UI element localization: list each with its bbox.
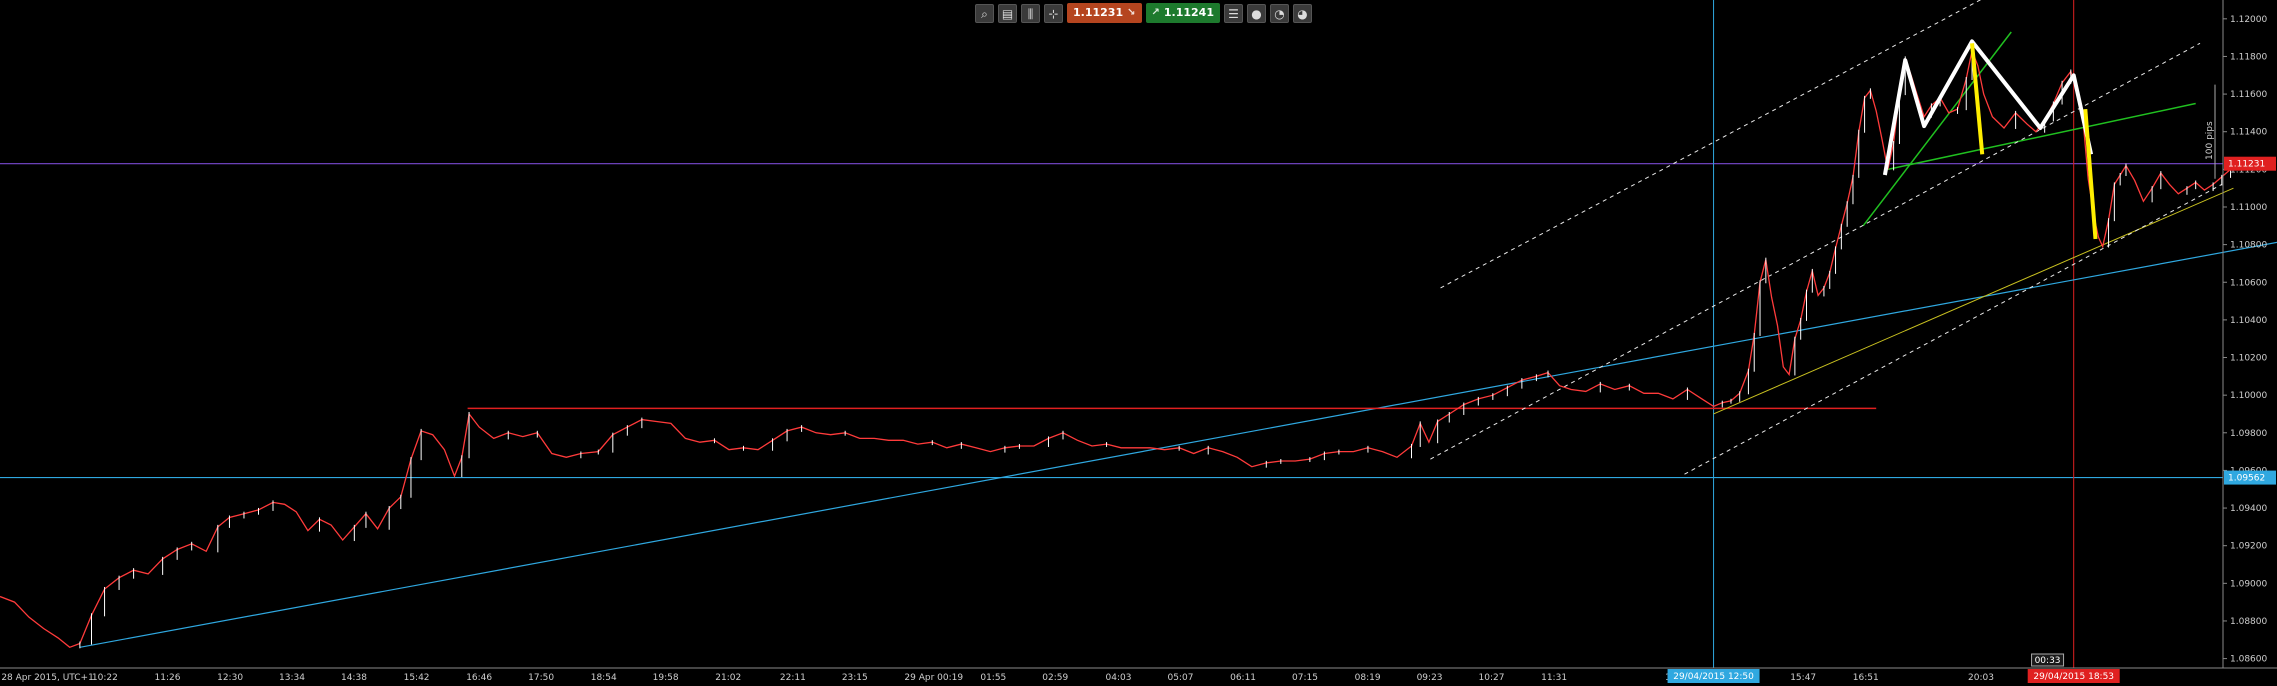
- y-tick-label: 1.09800: [2230, 429, 2267, 439]
- trend-line: [79, 241, 2277, 648]
- buy-arrow-icon: ↗: [1151, 7, 1160, 18]
- y-tick-label: 1.11400: [2230, 128, 2267, 138]
- x-tick-label: 06:11: [1230, 673, 1256, 683]
- profile-icon[interactable]: ◕: [1293, 3, 1312, 23]
- alert-icon[interactable]: ◔: [1270, 3, 1289, 23]
- x-tick-label: 11:31: [1541, 673, 1567, 683]
- x-tick-label: 16:46: [466, 673, 492, 683]
- x-tick-label: 14:38: [341, 673, 367, 683]
- x-tick-label: 04:03: [1106, 673, 1132, 683]
- x-tick-label: 18:54: [591, 673, 617, 683]
- y-tick-label: 1.11000: [2230, 203, 2267, 213]
- candles-icon[interactable]: ⫼: [1021, 3, 1040, 23]
- x-tick-label: 10:22: [92, 673, 118, 683]
- level-price-tag-box: [2224, 470, 2276, 485]
- trend-line: [1862, 31, 2012, 227]
- chart-toolbar: ⌕ ▤ ⫼ ⊹ 1.11231 ↘ ↗ 1.11241 ☰ ● ◔ ◕: [975, 3, 1312, 23]
- y-tick-label: 1.12000: [2230, 15, 2267, 25]
- y-tick-label: 1.09000: [2230, 579, 2267, 589]
- x-tick-label: 09:23: [1417, 673, 1443, 683]
- chart-settings-icon[interactable]: ▤: [998, 3, 1017, 23]
- x-tick-label: 28 Apr 2015, UTC+1: [1, 673, 93, 683]
- y-tick-label: 1.11600: [2230, 90, 2267, 100]
- y-tick-label: 1.10400: [2230, 316, 2267, 326]
- y-tick-label: 1.09200: [2230, 542, 2267, 552]
- sell-arrow-icon: ↘: [1127, 7, 1136, 18]
- pattern-leg: [2083, 108, 2098, 240]
- x-tick-label: 22:11: [780, 673, 806, 683]
- crosshair2-time-tag: 29/04/2015 18:53: [2033, 672, 2114, 682]
- x-tick-label: 05:07: [1167, 673, 1193, 683]
- zoom-icon[interactable]: ⌕: [975, 3, 994, 23]
- pattern-zigzag: [1882, 39, 2094, 176]
- bar-timer-label: 00:33: [2035, 656, 2061, 666]
- x-tick-label: 13:34: [279, 673, 305, 683]
- buy-price: 1.11241: [1163, 6, 1214, 19]
- x-tick-label: 07:15: [1292, 673, 1318, 683]
- y-tick-label: 1.10800: [2230, 241, 2267, 251]
- current-price-tag: 1.11231: [2228, 160, 2265, 170]
- info-icon[interactable]: ●: [1247, 3, 1266, 23]
- y-tick-label: 1.11800: [2230, 52, 2267, 62]
- y-tick-label: 1.10000: [2230, 391, 2267, 401]
- x-tick-label: 23:15: [842, 673, 868, 683]
- channel-dotted-line: [1684, 183, 2223, 475]
- crosshair-time-tag: 29/04/2015 12:50: [1673, 672, 1754, 682]
- crosshair2-time-tag-box: [2027, 669, 2120, 683]
- pips-label: 100 pips: [2205, 121, 2215, 160]
- x-tick-label: 17:50: [528, 673, 554, 683]
- x-tick-label: 29 Apr 00:19: [904, 673, 963, 683]
- x-tick-label: 11:26: [155, 673, 181, 683]
- x-tick-label: 10:27: [1479, 673, 1505, 683]
- level-price-tag: 1.09562: [2228, 474, 2265, 484]
- x-tick-label: 02:59: [1042, 673, 1068, 683]
- y-tick-label: 1.08600: [2230, 655, 2267, 665]
- trend-line: [1887, 102, 2196, 171]
- y-tick-label: 1.10600: [2230, 278, 2267, 288]
- x-tick-label: 08:19: [1355, 673, 1381, 683]
- price-series-line: [0, 48, 2231, 649]
- x-tick-label: 21:02: [715, 673, 741, 683]
- y-tick-label: 1.09400: [2230, 504, 2267, 514]
- buy-button[interactable]: ↗ 1.11241: [1145, 3, 1220, 23]
- pattern-leg: [1970, 43, 1985, 155]
- crosshair-icon[interactable]: ⊹: [1044, 3, 1063, 23]
- y-tick-label: 1.08800: [2230, 617, 2267, 627]
- x-tick-label: 12:30: [217, 673, 243, 683]
- bar-timer-box: [2031, 653, 2065, 667]
- tools-icon[interactable]: ☰: [1224, 3, 1243, 23]
- x-tick-label: 16:51: [1853, 673, 1879, 683]
- sell-button[interactable]: 1.11231 ↘: [1067, 3, 1142, 23]
- x-tick-label: 01:55: [980, 673, 1006, 683]
- x-tick-label: 15:42: [404, 673, 430, 683]
- trend-line: [1713, 187, 2234, 415]
- x-tick-label: 19:58: [653, 673, 679, 683]
- x-tick-label: 20:03: [1968, 673, 1994, 683]
- x-tick-label: 15:47: [1790, 673, 1816, 683]
- y-tick-label: 1.10200: [2230, 354, 2267, 364]
- current-price-tag-box: [2224, 156, 2276, 171]
- crosshair-time-tag-box: [1667, 669, 1760, 683]
- channel-dotted-line: [1430, 42, 2201, 460]
- sell-price: 1.11231: [1073, 6, 1124, 19]
